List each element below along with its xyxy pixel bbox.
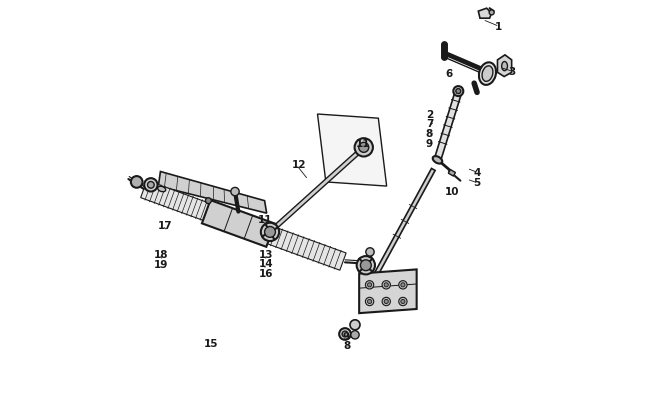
Polygon shape	[317, 114, 387, 186]
Polygon shape	[359, 270, 417, 313]
Text: 18: 18	[153, 250, 168, 260]
Ellipse shape	[158, 186, 166, 192]
Circle shape	[342, 331, 348, 337]
Circle shape	[398, 297, 407, 306]
Circle shape	[359, 143, 369, 152]
Text: 4: 4	[473, 168, 481, 178]
Circle shape	[366, 248, 374, 256]
Text: 1: 1	[495, 21, 502, 31]
Polygon shape	[497, 55, 512, 76]
Polygon shape	[364, 168, 435, 294]
Text: 10: 10	[445, 187, 460, 197]
Circle shape	[355, 138, 373, 156]
Polygon shape	[140, 181, 211, 221]
Circle shape	[384, 299, 388, 303]
Polygon shape	[268, 147, 364, 234]
Circle shape	[453, 86, 463, 96]
Circle shape	[360, 260, 371, 271]
Text: 6: 6	[445, 69, 452, 79]
Text: 11: 11	[257, 215, 272, 225]
Circle shape	[365, 297, 374, 306]
Text: 7: 7	[426, 120, 433, 130]
Circle shape	[489, 10, 494, 15]
Circle shape	[265, 227, 276, 237]
Circle shape	[382, 280, 391, 289]
Ellipse shape	[479, 62, 496, 85]
Text: 8: 8	[426, 129, 433, 139]
Text: 9: 9	[426, 139, 433, 148]
Text: 8: 8	[343, 342, 350, 352]
Circle shape	[384, 283, 388, 287]
Text: 19: 19	[153, 260, 168, 270]
Polygon shape	[434, 92, 462, 161]
Polygon shape	[478, 8, 491, 18]
Bar	[448, 170, 456, 176]
Circle shape	[131, 176, 142, 188]
Circle shape	[367, 283, 372, 287]
Text: 14: 14	[258, 259, 273, 269]
Ellipse shape	[433, 156, 442, 163]
Polygon shape	[159, 171, 266, 213]
Text: 2: 2	[426, 110, 433, 120]
Text: 16: 16	[258, 269, 273, 278]
Circle shape	[357, 256, 375, 274]
Circle shape	[365, 280, 374, 289]
Circle shape	[144, 178, 157, 191]
Circle shape	[231, 187, 239, 196]
Circle shape	[351, 331, 359, 339]
Circle shape	[456, 89, 461, 94]
Text: 9: 9	[343, 332, 350, 342]
Circle shape	[401, 283, 405, 287]
Circle shape	[367, 299, 372, 303]
Polygon shape	[265, 226, 346, 270]
Circle shape	[205, 198, 211, 204]
Circle shape	[350, 320, 360, 330]
Circle shape	[401, 299, 405, 303]
Ellipse shape	[482, 66, 493, 82]
Circle shape	[261, 223, 279, 241]
Circle shape	[382, 297, 391, 306]
Text: 13: 13	[258, 250, 273, 260]
Text: 15: 15	[203, 339, 218, 349]
Text: 5: 5	[473, 178, 480, 188]
Circle shape	[148, 181, 154, 188]
Circle shape	[339, 328, 351, 340]
Circle shape	[398, 280, 407, 289]
Text: 11: 11	[356, 140, 370, 149]
Polygon shape	[202, 200, 275, 247]
Text: 17: 17	[157, 221, 172, 231]
Text: 3: 3	[508, 66, 515, 76]
Ellipse shape	[502, 61, 508, 71]
Text: 12: 12	[292, 160, 306, 170]
